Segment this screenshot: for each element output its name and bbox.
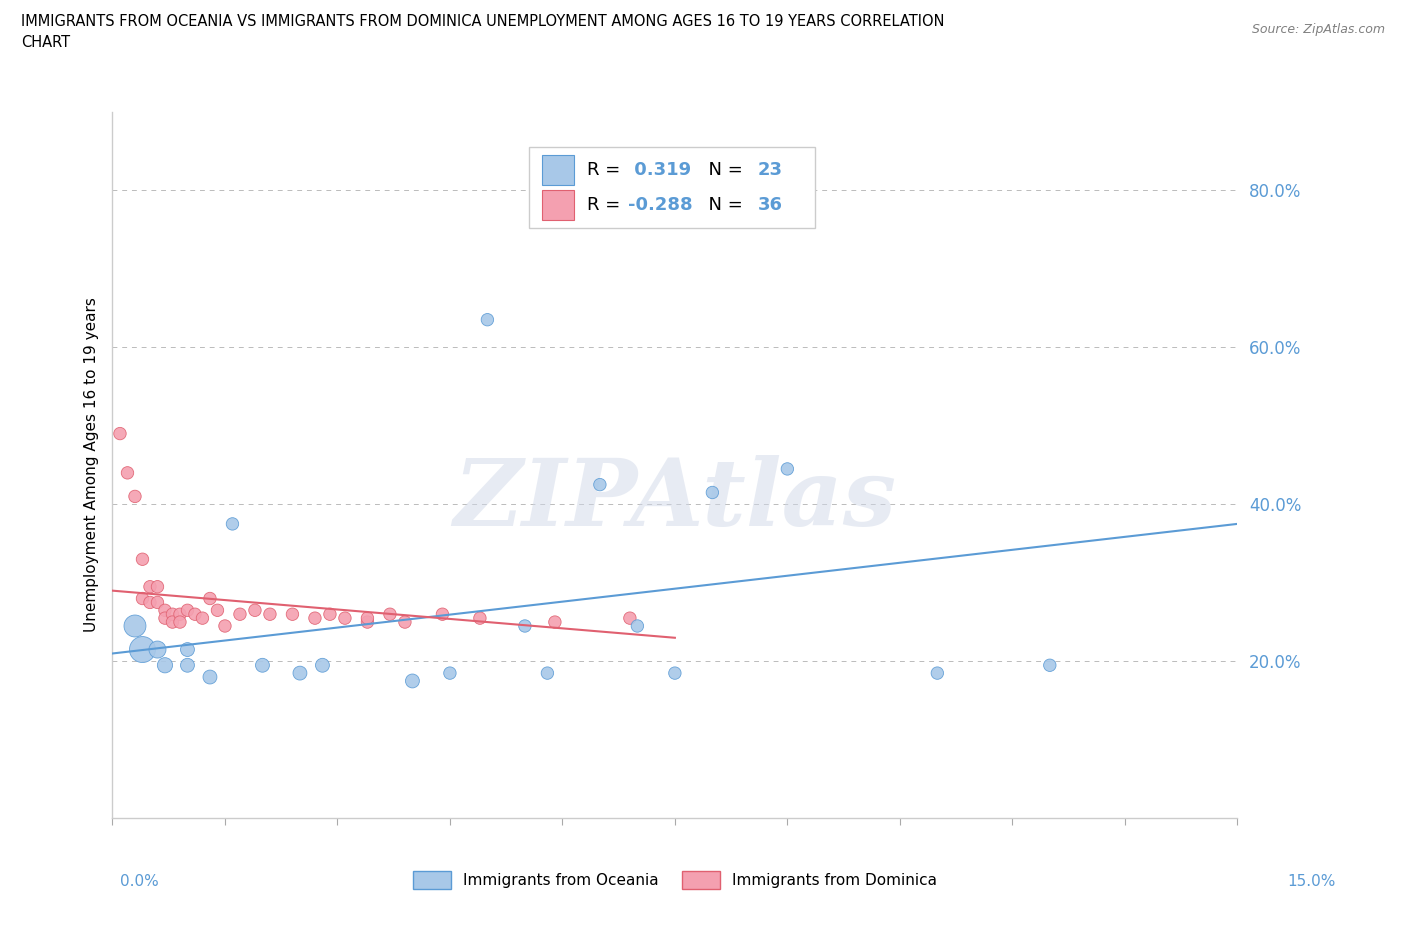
Point: [664, 666, 686, 681]
Point: [281, 606, 304, 621]
FancyBboxPatch shape: [543, 155, 574, 185]
Point: [468, 611, 491, 626]
Point: [108, 426, 131, 441]
Point: [626, 618, 648, 633]
Point: [139, 579, 162, 594]
Point: [117, 465, 139, 480]
Point: [162, 615, 184, 630]
Point: [776, 461, 799, 476]
Point: [243, 603, 266, 618]
Point: [288, 666, 311, 681]
Text: 23: 23: [758, 161, 783, 179]
Point: [198, 591, 221, 606]
Point: [191, 611, 214, 626]
Point: [477, 312, 499, 327]
Point: [146, 579, 169, 594]
Text: ZIPAtlas: ZIPAtlas: [453, 456, 897, 545]
Point: [401, 673, 423, 688]
Y-axis label: Unemployment Among Ages 16 to 19 years: Unemployment Among Ages 16 to 19 years: [83, 298, 98, 632]
Text: 0.319: 0.319: [627, 161, 690, 179]
Point: [176, 642, 198, 657]
Point: [162, 606, 184, 621]
Point: [207, 603, 229, 618]
Point: [259, 606, 281, 621]
Point: [589, 477, 612, 492]
Point: [176, 658, 198, 672]
Point: [513, 618, 536, 633]
Point: [394, 615, 416, 630]
Point: [169, 615, 191, 630]
Point: [169, 606, 191, 621]
Point: [378, 606, 401, 621]
Point: [139, 595, 162, 610]
Text: 15.0%: 15.0%: [1288, 874, 1336, 889]
Point: [333, 611, 356, 626]
Point: [124, 489, 146, 504]
Point: [131, 551, 153, 566]
FancyBboxPatch shape: [543, 190, 574, 219]
Point: [311, 658, 333, 672]
Point: [176, 603, 198, 618]
Text: -0.288: -0.288: [627, 196, 692, 214]
Point: [131, 591, 153, 606]
Text: N =: N =: [697, 196, 749, 214]
Point: [124, 618, 146, 633]
Point: [927, 666, 949, 681]
Point: [619, 611, 641, 626]
Point: [184, 606, 207, 621]
Point: [153, 658, 176, 672]
Point: [356, 611, 378, 626]
Point: [1039, 658, 1062, 672]
Point: [221, 516, 243, 531]
Point: [252, 658, 274, 672]
Point: [432, 606, 454, 621]
Point: [702, 485, 724, 500]
Text: R =: R =: [588, 196, 626, 214]
Text: IMMIGRANTS FROM OCEANIA VS IMMIGRANTS FROM DOMINICA UNEMPLOYMENT AMONG AGES 16 T: IMMIGRANTS FROM OCEANIA VS IMMIGRANTS FR…: [21, 14, 945, 29]
Point: [536, 666, 558, 681]
Point: [544, 615, 567, 630]
Point: [146, 595, 169, 610]
FancyBboxPatch shape: [529, 147, 815, 228]
Point: [214, 618, 236, 633]
Point: [146, 642, 169, 657]
Point: [304, 611, 326, 626]
Text: 0.0%: 0.0%: [120, 874, 159, 889]
Text: Source: ZipAtlas.com: Source: ZipAtlas.com: [1251, 23, 1385, 36]
Point: [131, 642, 153, 657]
Legend: Immigrants from Oceania, Immigrants from Dominica: Immigrants from Oceania, Immigrants from…: [406, 865, 943, 896]
Point: [439, 666, 461, 681]
Point: [229, 606, 252, 621]
Point: [153, 611, 176, 626]
Point: [356, 615, 378, 630]
Text: CHART: CHART: [21, 35, 70, 50]
Point: [198, 670, 221, 684]
Text: 36: 36: [758, 196, 783, 214]
Point: [153, 603, 176, 618]
Text: N =: N =: [697, 161, 749, 179]
Point: [319, 606, 342, 621]
Text: R =: R =: [588, 161, 626, 179]
